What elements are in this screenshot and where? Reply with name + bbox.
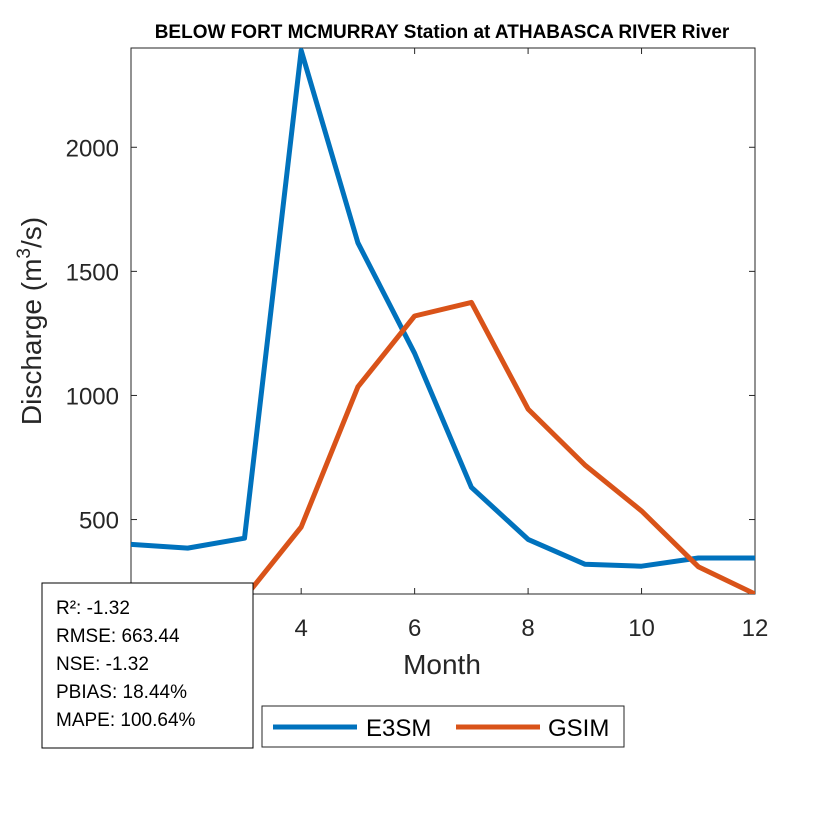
stats-rmse: RMSE: 663.44 xyxy=(56,626,180,647)
series-lines xyxy=(131,48,755,594)
stats-mape: MAPE: 100.64% xyxy=(56,710,196,731)
series-line-e3sm xyxy=(131,48,755,569)
stats-box: R²: -1.32 RMSE: 663.44 NSE: -1.32 PBIAS:… xyxy=(41,582,254,749)
legend-label-e3sm: E3SM xyxy=(366,715,431,742)
plot-axes xyxy=(130,47,756,595)
axis-tick-labels: 4 6 8 10 12 500 1000 1500 2000 xyxy=(66,135,769,642)
y-axis-label-main: Discharge (m xyxy=(16,259,47,425)
x-axis-label: Month xyxy=(403,649,481,680)
legend: E3SM GSIM xyxy=(261,705,625,748)
axis-ticks xyxy=(131,48,756,594)
y-tick-label-500: 500 xyxy=(79,508,119,535)
legend-label-gsim: GSIM xyxy=(548,715,609,742)
x-tick-label-6: 6 xyxy=(408,615,421,642)
stats-nse: NSE: -1.32 xyxy=(56,654,149,675)
y-axis-label-tail: /s) xyxy=(16,217,47,248)
stats-r2: R²: -1.32 xyxy=(56,598,130,619)
y-tick-label-1500: 1500 xyxy=(66,259,119,286)
stats-box-frame xyxy=(41,582,254,749)
x-tick-label-12: 12 xyxy=(742,615,769,642)
y-axis-label-superscript: 3 xyxy=(14,248,35,259)
x-tick-label-8: 8 xyxy=(521,615,534,642)
chart-title: BELOW FORT MCMURRAY Station at ATHABASCA… xyxy=(155,22,730,43)
plot-area xyxy=(130,47,756,595)
y-axis-label: Discharge (m3/s) xyxy=(14,217,47,425)
series-line-gsim xyxy=(244,299,755,594)
y-tick-label-1000: 1000 xyxy=(66,383,119,410)
x-tick-label-4: 4 xyxy=(295,615,308,642)
stats-pbias: PBIAS: 18.44% xyxy=(56,682,187,703)
x-tick-label-10: 10 xyxy=(628,615,655,642)
y-tick-label-2000: 2000 xyxy=(66,135,119,162)
